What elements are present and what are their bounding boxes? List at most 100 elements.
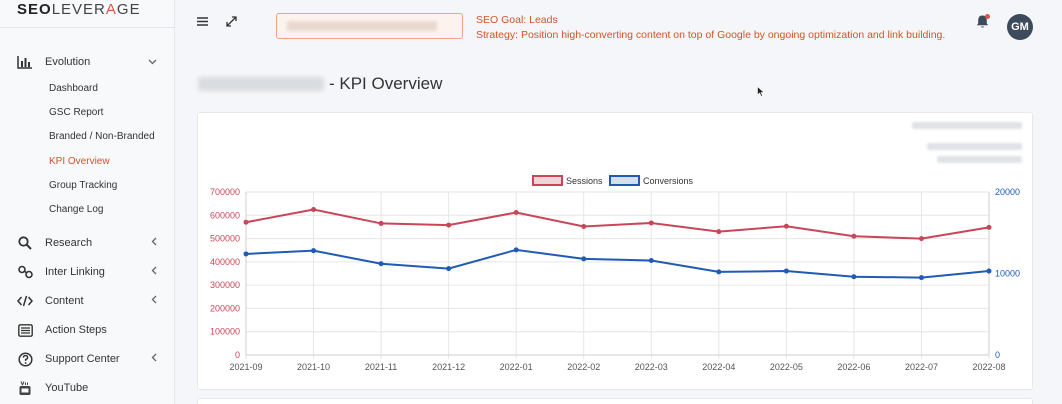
page-title-text: - KPI Overview [329, 74, 443, 93]
sidebar-item-support-center[interactable]: Support Center [0, 347, 175, 371]
client-selector[interactable] [276, 13, 463, 39]
data-point-sessions [243, 219, 249, 225]
y-right-tick-label: 10000 [995, 269, 1020, 279]
sidebar-item-inter-linking[interactable]: Inter Linking [0, 260, 175, 284]
meta-redacted-3 [937, 156, 1022, 163]
sidebar-item-label: Research [45, 237, 93, 249]
y-right-tick-label: 20000 [995, 187, 1020, 197]
brand-part-1: SEO [17, 1, 52, 18]
kpi-chart-card: 0 100000 200000 300000 400000 500000 600000 700… [197, 112, 1033, 390]
sidebar-item-research[interactable]: Research [0, 231, 175, 255]
y-left-tick-label: 100000 [210, 327, 240, 337]
data-point-conversions [581, 256, 587, 262]
x-tick-label: 2022-06 [837, 362, 870, 372]
chevron-left-icon [151, 266, 157, 278]
youtube-icon [17, 380, 33, 396]
y-left-tick-label: 0 [235, 350, 240, 360]
data-point-conversions [918, 275, 924, 281]
bar-chart-icon [17, 54, 33, 70]
chevron-down-icon [148, 57, 157, 68]
sidebar-item-action-steps[interactable]: Action Steps [0, 318, 175, 342]
data-point-conversions [243, 251, 249, 257]
secondary-card [197, 398, 1033, 404]
brand-part-4: GE [116, 1, 141, 18]
series-line-conversions [245, 248, 990, 279]
data-point-conversions [783, 268, 789, 274]
data-point-conversions [851, 274, 857, 280]
seo-goal-text: SEO Goal: Leads [476, 14, 558, 26]
sidebar-subitem-kpi-overview[interactable]: KPI Overview [49, 156, 110, 167]
chevron-left-icon [151, 353, 157, 365]
list-icon [17, 322, 33, 338]
client-name-redacted [287, 21, 437, 31]
x-tick-label: 2022-02 [567, 362, 600, 372]
data-point-sessions [378, 220, 384, 226]
data-point-sessions [446, 222, 452, 228]
sidebar-item-evolution[interactable]: Evolution [0, 50, 175, 74]
y-left-tick-label: 600000 [210, 210, 240, 220]
x-tick-label: 2021-09 [229, 362, 262, 372]
x-tick-label: 2022-01 [500, 362, 533, 372]
data-point-conversions [446, 266, 452, 272]
kpi-line-chart: 0100000200000300000400000500000600000700… [210, 175, 1020, 372]
y-left-tick-label: 200000 [210, 303, 240, 313]
y-left-tick-label: 400000 [210, 257, 240, 267]
sidebar-item-youtube[interactable]: YouTube [0, 376, 175, 400]
code-icon [17, 293, 33, 309]
sidebar-subitem-change-log[interactable]: Change Log [49, 204, 104, 215]
search-icon [17, 235, 33, 251]
meta-redacted-2 [927, 143, 1022, 150]
data-point-sessions [783, 223, 789, 229]
data-point-conversions [311, 248, 317, 254]
data-point-conversions [378, 261, 384, 267]
y-left-tick-label: 500000 [210, 234, 240, 244]
x-tick-label: 2021-12 [432, 362, 465, 372]
x-tick-label: 2022-05 [770, 362, 803, 372]
cursor-icon [757, 86, 765, 97]
sidebar-item-content[interactable]: Content [0, 289, 175, 313]
sidebar-subitem-branded[interactable]: Branded / Non-Branded [49, 131, 155, 142]
x-tick-label: 2021-11 [365, 362, 397, 372]
y-right-tick-label: 0 [995, 350, 1000, 360]
menu-icon[interactable] [194, 13, 210, 29]
sidebar-item-label: Inter Linking [45, 266, 105, 278]
data-point-conversions [513, 247, 519, 253]
x-tick-label: 2022-04 [702, 362, 735, 372]
notification-dot [985, 14, 990, 19]
domain-name-redacted [198, 77, 324, 91]
sidebar-item-label: Action Steps [45, 324, 107, 336]
sidebar-item-label: YouTube [45, 382, 89, 394]
question-icon [17, 351, 33, 367]
x-tick-label: 2022-07 [905, 362, 938, 372]
data-point-sessions [648, 220, 654, 226]
brand-divider [0, 27, 175, 28]
seo-strategy-text: Strategy: Position high-converting conte… [476, 29, 946, 41]
data-point-conversions [986, 268, 992, 274]
y-left-tick-label: 300000 [210, 280, 240, 290]
chevron-left-icon [151, 237, 157, 249]
x-tick-label: 2021-10 [297, 362, 330, 372]
data-point-sessions [581, 223, 587, 229]
sidebar-subitem-group-tracking[interactable]: Group Tracking [49, 180, 118, 191]
brand-part-2: LEVER [51, 1, 106, 18]
data-point-sessions [513, 209, 519, 215]
seo-goal-info: SEO Goal: Leads Strategy: Position high-… [476, 13, 945, 43]
data-point-sessions [716, 229, 722, 235]
sidebar-item-label: Evolution [45, 56, 91, 68]
data-point-sessions [918, 236, 924, 242]
brand-logo[interactable]: SEOLEVERAGE [17, 1, 141, 18]
data-point-conversions [648, 257, 654, 263]
user-avatar[interactable]: GM [1007, 14, 1033, 40]
sidebar-item-label: Content [45, 295, 84, 307]
notification-bell-icon[interactable] [976, 14, 990, 30]
sidebar: SEOLEVERAGE Evolution Dashboard GSC Repo… [0, 0, 175, 404]
sidebar-subitem-dashboard[interactable]: Dashboard [49, 83, 98, 94]
legend-swatch-sessions [532, 175, 563, 186]
legend-swatch-conversions [609, 175, 640, 186]
brand-part-3: A [105, 1, 117, 18]
data-point-conversions [716, 269, 722, 275]
sidebar-subitem-gsc-report[interactable]: GSC Report [49, 107, 104, 118]
link-icon [17, 264, 33, 280]
chevron-left-icon [151, 295, 157, 307]
expand-icon[interactable] [223, 13, 239, 29]
